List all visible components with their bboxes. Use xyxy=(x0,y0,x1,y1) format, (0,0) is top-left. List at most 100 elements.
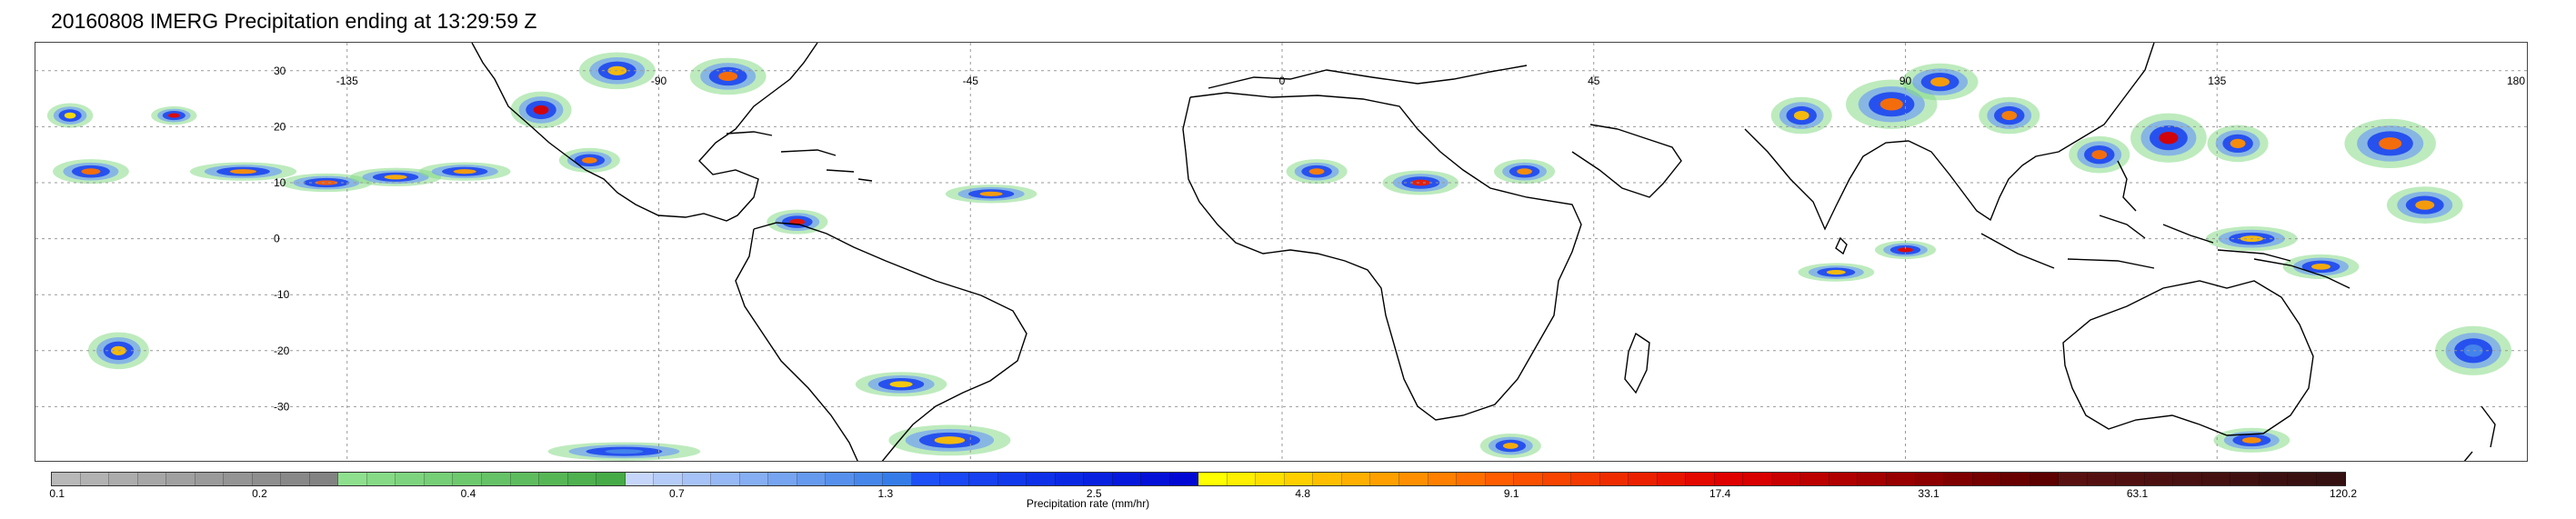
colorbar-swatch xyxy=(1485,473,1515,485)
colorbar-swatch xyxy=(1256,473,1285,485)
colorbar-swatch xyxy=(997,473,1027,485)
colorbar-swatch xyxy=(739,473,769,485)
colorbar-swatch xyxy=(2087,473,2117,485)
colorbar-swatch xyxy=(1714,473,1744,485)
precipitation-cell xyxy=(229,169,257,175)
precipitation-cell xyxy=(453,169,476,175)
lon-label: 45 xyxy=(1588,75,1600,87)
colorbar-swatch xyxy=(396,473,425,485)
colorbar-swatch xyxy=(1657,473,1687,485)
precipitation-cell xyxy=(718,71,738,82)
colorbar-swatch xyxy=(195,473,225,485)
precipitation-cell xyxy=(2230,138,2246,148)
colorbar-swatch xyxy=(1027,473,1056,485)
precipitation-cell xyxy=(1879,97,1903,111)
lat-label: -20 xyxy=(274,344,290,357)
colorbar-swatch xyxy=(2259,473,2289,485)
coastline-sri-lanka xyxy=(1835,236,1848,255)
coastline-new-guinea xyxy=(2253,258,2350,289)
coastline-new-zealand xyxy=(2463,405,2496,461)
colorbar-swatch xyxy=(1112,473,1142,485)
precipitation-cell xyxy=(2241,436,2261,444)
precipitation-cell xyxy=(1898,247,1913,253)
colorbar-swatch xyxy=(1398,473,1428,485)
precipitation-cell xyxy=(1502,443,1519,449)
colorbar-swatch xyxy=(2144,473,2174,485)
colorbar-swatch xyxy=(768,473,797,485)
precipitation-cell xyxy=(979,191,1003,196)
lon-label: 180 xyxy=(2507,75,2525,87)
map-title: 20160808 IMERG Precipitation ending at 1… xyxy=(51,9,537,33)
colorbar-swatch xyxy=(80,473,110,485)
colorbar-swatch xyxy=(711,473,740,485)
precipitation-layer xyxy=(46,52,2511,461)
colorbar-label: Precipitation rate (mm/hr) xyxy=(1026,497,1150,510)
lat-label: 10 xyxy=(274,176,286,189)
colorbar-swatch xyxy=(1915,473,1945,485)
coastline-indonesia xyxy=(1980,215,2291,269)
colorbar-swatch xyxy=(1313,473,1342,485)
colorbar-swatch xyxy=(797,473,827,485)
colorbar-swatch xyxy=(1686,473,1715,485)
precipitation-cell xyxy=(605,449,644,454)
colorbar-swatch xyxy=(453,473,482,485)
colorbar-swatch xyxy=(2001,473,2030,485)
colorbar-swatch xyxy=(1084,473,1113,485)
colorbar-swatch xyxy=(940,473,969,485)
colorbar-swatch xyxy=(1370,473,1399,485)
map-panel: 30 20 10 0 -10 -20 -30 -135 -90 -45 0 45 90 135 180 xyxy=(35,42,2528,462)
lat-label: 0 xyxy=(274,233,280,245)
coastline-east-asia xyxy=(1908,43,2155,222)
colorbar-swatch xyxy=(1829,473,1859,485)
colorbar-swatch xyxy=(654,473,683,485)
coastline-caribbean xyxy=(726,131,873,182)
precipitation-cell xyxy=(1410,179,1430,186)
colorbar-swatch xyxy=(166,473,195,485)
precipitation-map: 30 20 10 0 -10 -20 -30 -135 -90 -45 0 45 90 135 180 xyxy=(35,43,2527,461)
colorbar-swatch xyxy=(2201,473,2231,485)
precipitation-cell xyxy=(1793,110,1809,121)
precipitation-cell xyxy=(168,113,180,118)
lat-label: -30 xyxy=(274,400,290,413)
colorbar-swatch xyxy=(567,473,597,485)
colorbar-swatch xyxy=(2316,473,2346,485)
colorbar-swatch xyxy=(2230,473,2260,485)
precipitation-colorbar xyxy=(51,472,2346,486)
colorbar-swatch xyxy=(424,473,454,485)
coastline-india xyxy=(1744,128,1909,231)
coastline-north-america xyxy=(471,43,818,222)
colorbar-swatch xyxy=(1858,473,1887,485)
colorbar-swatch xyxy=(1887,473,1916,485)
colorbar-swatch xyxy=(596,473,626,485)
colorbar-swatch xyxy=(1055,473,1085,485)
precipitation-cell xyxy=(64,112,76,119)
colorbar-swatch xyxy=(1771,473,1801,485)
lon-label: 135 xyxy=(2208,75,2226,87)
colorbar-swatch xyxy=(281,473,310,485)
colorbar-swatch xyxy=(1972,473,2002,485)
colorbar-tick-label: 120.2 xyxy=(2329,487,2358,500)
colorbar-swatch xyxy=(625,473,655,485)
colorbar-tick-label: 9.1 xyxy=(1503,487,1519,500)
graticule-labels: 30 20 10 0 -10 -20 -30 -135 -90 -45 0 45 90 135 180 xyxy=(274,65,2525,414)
colorbar-tick-label: 0.1 xyxy=(49,487,65,500)
colorbar-swatch xyxy=(481,473,511,485)
precipitation-cell xyxy=(1517,168,1532,175)
colorbar-swatch xyxy=(1944,473,1973,485)
coastlines xyxy=(471,43,2496,461)
precipitation-cell xyxy=(1826,270,1846,275)
colorbar-swatch xyxy=(911,473,941,485)
precipitation-cell xyxy=(2159,131,2179,145)
colorbar-swatch xyxy=(2059,473,2088,485)
precipitation-cell xyxy=(315,180,338,185)
colorbar-swatch xyxy=(682,473,712,485)
colorbar-swatch xyxy=(883,473,912,485)
colorbar-swatch xyxy=(854,473,884,485)
colorbar-swatch xyxy=(1571,473,1600,485)
colorbar-tick-label: 0.4 xyxy=(460,487,476,500)
colorbar-swatch xyxy=(1629,473,1658,485)
precipitation-cell xyxy=(2379,137,2402,150)
coastline-philippines xyxy=(2117,160,2137,212)
colorbar-swatch xyxy=(2116,473,2145,485)
colorbar-swatch xyxy=(338,473,367,485)
